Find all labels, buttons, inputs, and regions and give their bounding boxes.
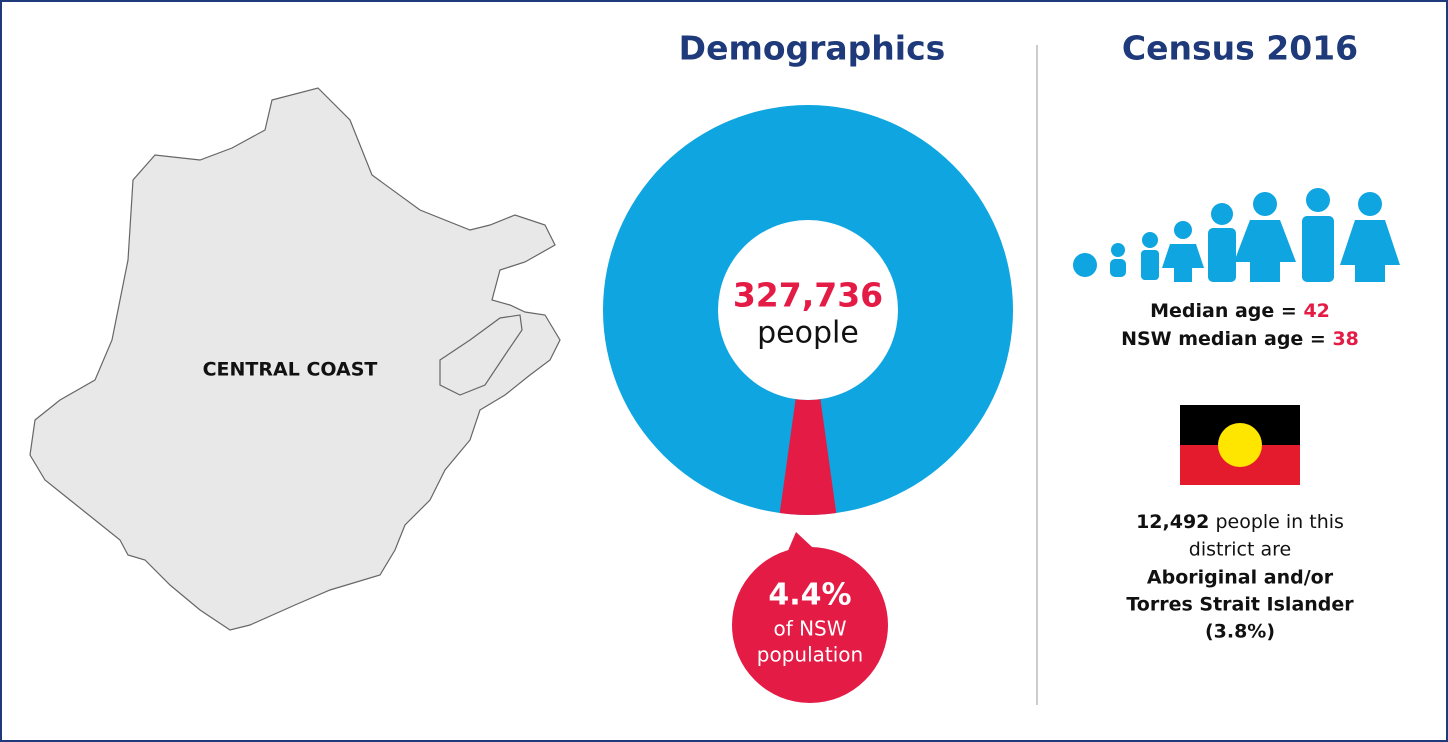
median-value: 42 [1303,300,1329,322]
share-label: 4.4% [768,578,851,613]
map-label: CENTRAL COAST [203,359,378,381]
population-unit: people [757,316,859,351]
donut [603,105,1013,515]
aboriginal-count: 12,492 [1136,511,1209,533]
median-value: 38 [1332,328,1358,350]
median-label: Median age = [1150,300,1303,322]
share-caption: population [757,643,863,667]
section-title: Demographics [679,29,946,68]
population: 327,736 [733,276,883,315]
aboriginal-bold: Aboriginal and/or [1147,567,1334,589]
map-shape [29,87,561,631]
share-caption: of NSW [773,617,846,641]
aboriginal-bold: Torres Strait Islander [1126,594,1354,616]
share-wedge [779,399,837,515]
aboriginal-line: 12,492 people in this [1136,511,1344,533]
age-icons [1073,188,1400,282]
aboriginal-text: people in this [1209,511,1344,533]
median-label: NSW median age = [1121,328,1332,350]
aboriginal-text: district are [1189,539,1291,561]
median-line: Median age = 42 [1150,300,1330,322]
donut-hole [718,220,898,400]
aboriginal-flag [1180,405,1300,485]
median-line: NSW median age = 38 [1121,328,1359,350]
aboriginal-bold: (3.8%) [1205,621,1275,643]
share-bubble [732,547,888,703]
section-title: Census 2016 [1122,29,1358,68]
